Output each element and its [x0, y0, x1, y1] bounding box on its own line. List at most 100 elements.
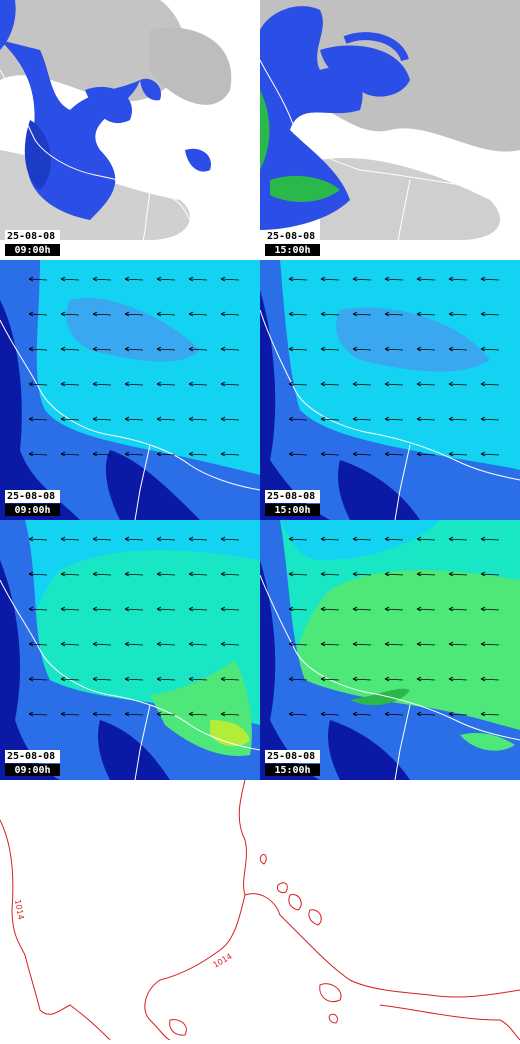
timestamp-date: 25-08-08 [265, 490, 320, 503]
wind-arrow-icon [156, 276, 176, 282]
wind-arrow-icon [480, 536, 500, 542]
wind-arrows [288, 536, 500, 717]
wind-arrow-icon [28, 276, 48, 282]
wind-arrow-icon [220, 641, 240, 647]
wind-arrow-icon [480, 346, 500, 352]
wind-map [0, 520, 260, 780]
wind-arrow-icon [448, 606, 468, 612]
wind-arrow-icon [220, 676, 240, 682]
wind-arrow-icon [352, 451, 372, 457]
wind-arrow-icon [188, 711, 208, 717]
wind-arrow-icon [156, 451, 176, 457]
wind-arrow-icon [480, 676, 500, 682]
wind-arrow-icon [124, 346, 144, 352]
timestamp-time: 15:00h [265, 244, 320, 256]
timestamp-time: 09:00h [5, 764, 60, 776]
wind-panel-lower-0900: 25-08-08 09:00h [0, 520, 260, 780]
wind-arrow-icon [448, 711, 468, 717]
wind-arrow-icon [288, 451, 308, 457]
wind-arrow-icon [352, 536, 372, 542]
isobar-map: 1014 1014 [0, 779, 520, 1041]
wind-arrow-icon [156, 346, 176, 352]
wind-arrow-icon [188, 311, 208, 317]
wind-arrow-icon [416, 641, 436, 647]
wind-arrow-icon [288, 571, 308, 577]
wind-arrow-icon [28, 571, 48, 577]
wind-arrow-icon [92, 381, 112, 387]
wind-arrow-icon [188, 571, 208, 577]
wind-arrow-icon [320, 571, 340, 577]
wind-arrow-icon [416, 276, 436, 282]
wind-arrow-icon [188, 606, 208, 612]
cloud-panel-0900: 25-08-08 09:00h [0, 0, 260, 260]
wind-arrow-icon [28, 606, 48, 612]
wind-arrow-icon [220, 311, 240, 317]
wind-arrow-icon [92, 536, 112, 542]
wind-arrow-icon [416, 571, 436, 577]
wind-arrow-icon [124, 606, 144, 612]
wind-arrow-icon [124, 451, 144, 457]
wind-arrow-icon [124, 311, 144, 317]
wind-arrow-icon [416, 416, 436, 422]
wind-arrow-icon [28, 346, 48, 352]
timestamp-date: 25-08-08 [5, 490, 60, 503]
wind-arrow-icon [416, 311, 436, 317]
wind-arrow-icon [220, 416, 240, 422]
wind-arrow-icon [124, 416, 144, 422]
wind-arrow-icon [416, 536, 436, 542]
wind-arrow-icon [156, 606, 176, 612]
wind-arrow-icon [220, 346, 240, 352]
wind-arrow-icon [220, 571, 240, 577]
wind-arrow-icon [92, 641, 112, 647]
wind-arrow-icon [188, 676, 208, 682]
wind-arrow-icon [60, 276, 80, 282]
wind-arrow-icon [156, 381, 176, 387]
wind-arrow-icon [92, 571, 112, 577]
wind-arrow-icon [384, 536, 404, 542]
wind-arrow-icon [156, 536, 176, 542]
wind-arrow-icon [384, 641, 404, 647]
wind-arrow-icon [60, 606, 80, 612]
wind-arrow-icon [384, 451, 404, 457]
wind-arrow-icon [352, 276, 372, 282]
wind-arrow-icon [124, 641, 144, 647]
wind-arrow-icon [60, 676, 80, 682]
wind-arrow-icon [156, 571, 176, 577]
wind-arrow-icon [288, 311, 308, 317]
wind-arrow-icon [352, 346, 372, 352]
wind-arrow-icon [124, 571, 144, 577]
wind-arrow-icon [288, 641, 308, 647]
wind-arrow-icon [220, 276, 240, 282]
wind-arrow-icon [156, 711, 176, 717]
wind-arrow-icon [156, 416, 176, 422]
wind-arrow-icon [384, 276, 404, 282]
wind-arrow-icon [124, 381, 144, 387]
wind-arrow-icon [28, 676, 48, 682]
wind-arrow-icon [220, 451, 240, 457]
wind-arrow-icon [60, 451, 80, 457]
wind-arrow-icon [320, 276, 340, 282]
wind-arrow-icon [288, 711, 308, 717]
wind-arrow-icon [448, 676, 468, 682]
wind-arrow-icon [28, 536, 48, 542]
wind-arrow-icon [92, 711, 112, 717]
wind-arrow-icon [220, 711, 240, 717]
wind-arrow-icon [60, 711, 80, 717]
wind-arrow-icon [188, 346, 208, 352]
isobar-label: 1014 [13, 899, 25, 921]
wind-map [0, 260, 260, 520]
wind-arrow-icon [60, 381, 80, 387]
wind-arrow-icon [480, 276, 500, 282]
wind-arrow-icon [320, 346, 340, 352]
wind-arrow-icon [60, 346, 80, 352]
wind-arrow-icon [448, 416, 468, 422]
wind-arrow-icon [92, 311, 112, 317]
wind-arrow-icon [352, 711, 372, 717]
wind-arrow-icon [124, 276, 144, 282]
wind-arrow-icon [480, 641, 500, 647]
wind-arrow-icon [124, 536, 144, 542]
wind-arrow-icon [416, 606, 436, 612]
timestamp-time: 15:00h [265, 764, 320, 776]
wind-arrow-icon [384, 571, 404, 577]
wind-arrow-icon [352, 641, 372, 647]
